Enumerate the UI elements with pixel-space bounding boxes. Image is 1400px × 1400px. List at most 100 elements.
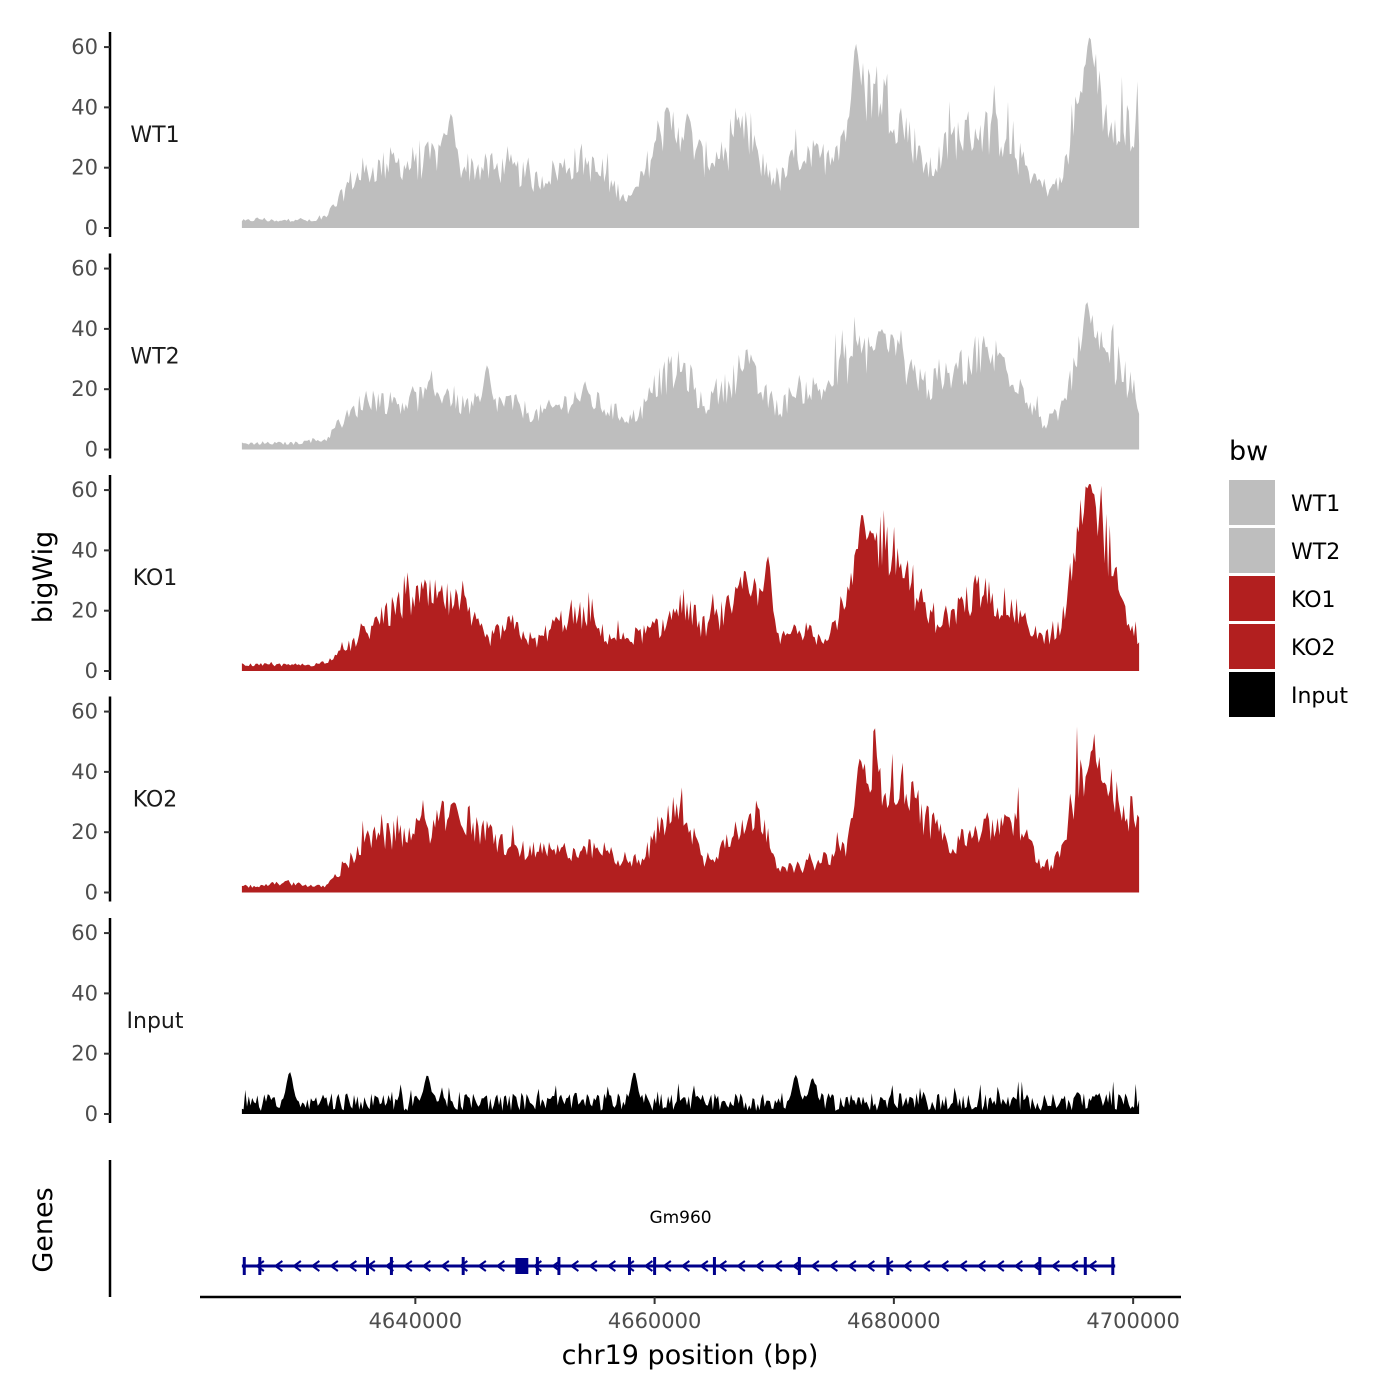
y-tick-label: 40 [71,317,98,341]
gene-label: Gm960 [649,1208,711,1228]
track-ko1: 0 20 40 60 KO1 [71,475,1140,683]
strand-arrow [255,1260,265,1272]
strand-arrow [902,1260,912,1272]
legend-label-ko2: KO2 [1291,636,1336,661]
exon [1083,1257,1087,1275]
strand-arrow [1087,1260,1097,1272]
y-tick-label: 40 [71,760,98,784]
exon [627,1257,631,1275]
strand-arrow [921,1260,931,1272]
coverage-area-wt2 [241,302,1140,450]
exon [557,1257,561,1275]
y-tick-label: 0 [85,1102,98,1126]
y-tick-label: 40 [71,981,98,1005]
x-axis: 4640000 4660000 4680000 4700000 [200,1295,1181,1333]
track-label-wt2: WT2 [130,345,179,370]
strand-arrow [773,1260,783,1272]
y-tick-label: 20 [71,1042,98,1066]
y-axis-title: bigWig [28,531,59,624]
strand-arrow [976,1260,986,1272]
exon [258,1257,262,1275]
legend-swatch-input [1229,672,1275,717]
strand-arrow [273,1260,283,1272]
exon [712,1257,716,1275]
exon [886,1257,890,1275]
exon [535,1257,539,1275]
coverage-area-ko1 [241,484,1140,671]
strand-arrow [588,1260,598,1272]
legend-label-ko1: KO1 [1291,588,1336,613]
y-tick-label: 20 [71,599,98,623]
strand-arrow [477,1260,487,1272]
coverage-area-wt1 [241,37,1140,228]
y-tick-label: 60 [71,257,98,281]
exon [389,1257,393,1275]
legend-swatch-ko2 [1229,624,1275,669]
track-label-ko1: KO1 [133,566,178,591]
x-tick-label: 4660000 [608,1309,702,1333]
strand-arrow [958,1260,968,1272]
y-tick-label: 0 [85,881,98,905]
strand-arrow [532,1260,542,1272]
strand-arrow [810,1260,820,1272]
y-tick-label: 60 [71,921,98,945]
strand-arrow [440,1260,450,1272]
gene-panel: Gm960 [108,1160,1116,1297]
exon [1111,1257,1115,1275]
legend-swatch-wt2 [1229,528,1275,573]
y-tick-label: 20 [71,377,98,401]
y-tick-label: 0 [85,216,98,240]
exon [242,1257,246,1275]
coverage-area-input [241,1072,1140,1114]
strand-arrow [662,1260,672,1272]
genes-axis-title: Genes [28,1187,59,1272]
track-label-wt1: WT1 [130,123,179,148]
exon [461,1257,465,1275]
strand-arrow [606,1260,616,1272]
y-tick-label: 60 [71,478,98,502]
track-label-input: Input [127,1009,184,1034]
legend-label-wt1: WT1 [1291,492,1340,517]
exon [1038,1257,1042,1275]
strand-arrow [1069,1260,1079,1272]
strand-arrow [347,1260,357,1272]
exon [797,1257,801,1275]
strand-arrow [403,1260,413,1272]
y-tick-label: 60 [71,35,98,59]
strand-arrow [995,1260,1005,1272]
y-tick-label: 0 [85,659,98,683]
strand-arrow [495,1260,505,1272]
strand-arrow [329,1260,339,1272]
y-tick-label: 20 [71,820,98,844]
coverage-tracks: 0 20 40 60 WT1 0 20 40 60 WT2 0 20 40 60 KO1 0 20 40 60 KO2… [71,32,1140,1126]
strand-arrow [421,1260,431,1272]
strand-arrow [310,1260,320,1272]
strand-arrow [736,1260,746,1272]
exon [365,1257,369,1275]
legend-title: bw [1229,436,1268,467]
strand-arrow [680,1260,690,1272]
strand-arrow [1050,1260,1060,1272]
strand-arrow [754,1260,764,1272]
y-tick-label: 0 [85,438,98,462]
legend-label-input: Input [1291,684,1348,709]
exon [653,1257,657,1275]
strand-arrow [847,1260,857,1272]
y-tick-label: 40 [71,538,98,562]
track-wt1: 0 20 40 60 WT1 [71,32,1140,240]
strand-arrow [569,1260,579,1272]
strand-arrow [458,1260,468,1272]
exon [515,1258,529,1274]
track-ko2: 0 20 40 60 KO2 [71,696,1140,905]
y-tick-label: 20 [71,156,98,180]
strand-arrow [292,1260,302,1272]
x-tick-label: 4700000 [1086,1309,1180,1333]
strand-arrow [884,1260,894,1272]
strand-arrow [1013,1260,1023,1272]
coverage-area-ko2 [241,726,1140,893]
x-tick-label: 4680000 [847,1309,941,1333]
x-tick-label: 4640000 [369,1309,463,1333]
strand-arrow [865,1260,875,1272]
strand-arrow [699,1260,709,1272]
